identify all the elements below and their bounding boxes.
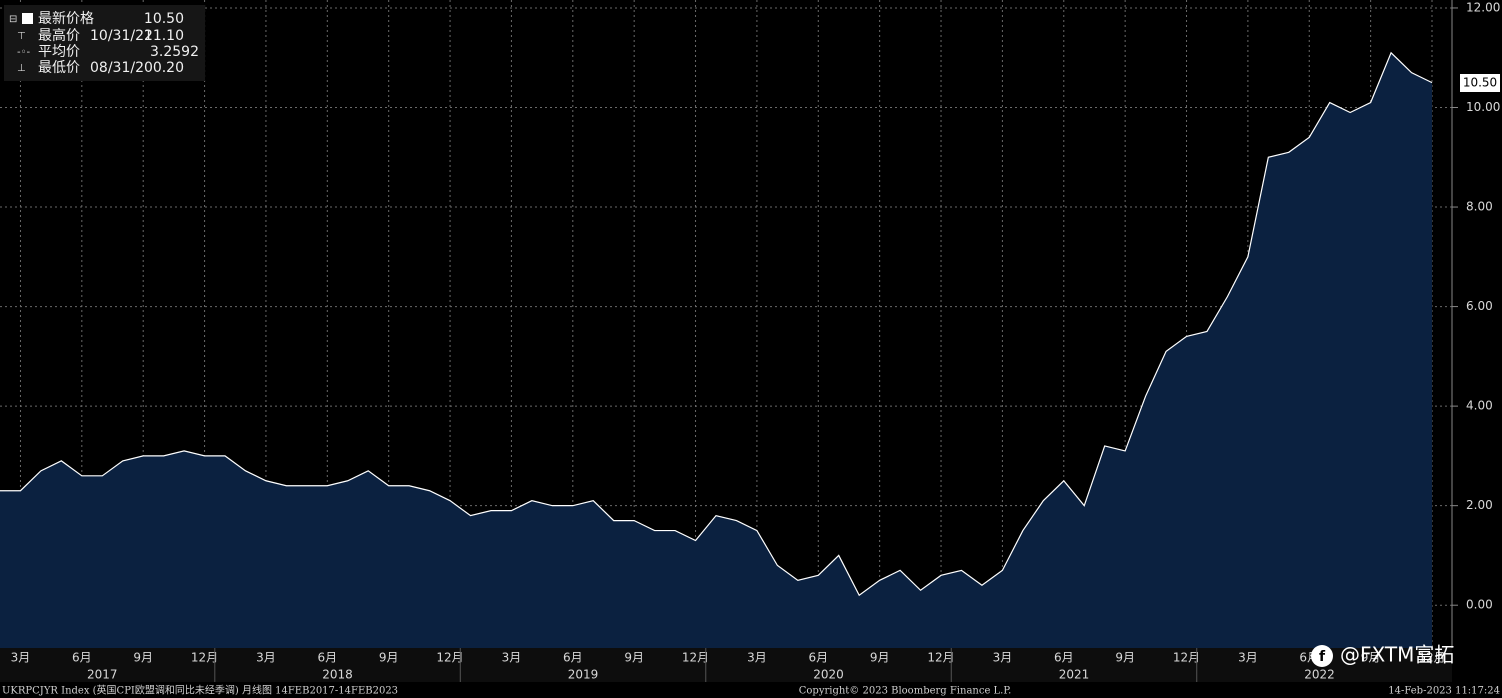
legend-date: 10/31/22 [90, 28, 153, 44]
x-tick-label: 9月 [1361, 651, 1381, 665]
x-tick-label: 6月 [808, 651, 828, 665]
x-tick-label: 6月 [563, 651, 583, 665]
legend-icon: -◦- [17, 47, 31, 58]
legend-icon: ⊤ [17, 31, 26, 42]
x-tick-label: 3月 [1238, 651, 1258, 665]
y-tick-label: 10.00 [1466, 100, 1500, 114]
y-tick-label: 12.00 [1466, 0, 1500, 14]
x-tick-label: 12月 [927, 651, 954, 665]
x-tick-label: 3月 [502, 651, 522, 665]
last-value-box [1460, 74, 1500, 92]
y-tick-label: 6.00 [1466, 299, 1493, 313]
x-tick-label: 12月 [191, 651, 218, 665]
year-label: 2019 [568, 668, 599, 682]
x-tick-label: 12月 [1173, 651, 1200, 665]
x-tick-label: 3月 [11, 651, 31, 665]
footer-right: 14-Feb-2023 11:17:24 [1388, 686, 1500, 697]
year-label: 2021 [1059, 668, 1090, 682]
legend-label: 最低价 [38, 60, 80, 76]
year-label: 2018 [322, 668, 353, 682]
legend-value: 0.20 [153, 60, 184, 76]
x-tick-label: 3月 [993, 651, 1013, 665]
legend-box [4, 5, 205, 81]
legend-value: 10.50 [144, 11, 184, 27]
x-tick-label: 12月 [682, 651, 709, 665]
line [0, 51, 1433, 597]
watermark-logo [1311, 645, 1333, 667]
x-tick-label: 12月 [436, 651, 463, 665]
y-tick-label: 8.00 [1466, 200, 1493, 214]
area [0, 52, 1432, 648]
watermark-logo-mark: f [1319, 649, 1326, 665]
x-tick-label: 6月 [1054, 651, 1074, 665]
legend-icon: ⊟ [9, 14, 17, 25]
watermark: @FXTM富拓 [1340, 643, 1454, 667]
year-label: 2022 [1304, 668, 1335, 682]
x-tick-label: 9月 [870, 651, 890, 665]
x-tick-label: 3月 [747, 651, 767, 665]
year-label: 2017 [87, 668, 118, 682]
x-tick-label: 6月 [72, 651, 92, 665]
x-tick-label: 9月 [379, 651, 399, 665]
legend-label: 最新价格 [38, 11, 94, 27]
legend-label: 最高价 [38, 27, 80, 44]
x-tick-label: 12月 [1418, 651, 1445, 665]
legend-swatch [22, 13, 33, 24]
legend-label: 平均价 [38, 44, 80, 60]
legend: ⊟ ⊤ -◦- ⊥ 最新价格 10.50 最高价 10/31/22 11.10 … [4, 5, 205, 81]
x-tick-label: 3月 [256, 651, 276, 665]
y-tick-label: 4.00 [1466, 399, 1493, 413]
y-tick-label: 0.00 [1466, 598, 1493, 612]
footer-center: Copyright© 2023 Bloomberg Finance L.P. [799, 686, 1012, 697]
y-tick-label: 2.00 [1466, 498, 1493, 512]
footer-left: UKRPCJYR Index (英国CPI欧盟调和同比未经季调) 月线图 14F… [2, 684, 398, 697]
plot [0, 51, 1433, 648]
legend-date: 08/31/20 [90, 60, 153, 76]
legend-value: 11.10 [144, 28, 184, 44]
year-label: 2020 [813, 668, 844, 682]
x-tick-label: 9月 [1115, 651, 1135, 665]
x-tick-label: 9月 [624, 651, 644, 665]
x-tick-label: 6月 [317, 651, 337, 665]
last-value-label: 10.50 [1463, 76, 1497, 90]
x-axis-band [0, 648, 1452, 682]
x-tick-label: 9月 [133, 651, 153, 665]
axes: 0.00 2.00 4.00 6.00 8.00 10.00 12.00 3月 6月 9月 12月 3… [11, 0, 1500, 682]
legend-icon: ⊥ [17, 63, 26, 74]
legend-value: 3.2592 [150, 44, 199, 60]
